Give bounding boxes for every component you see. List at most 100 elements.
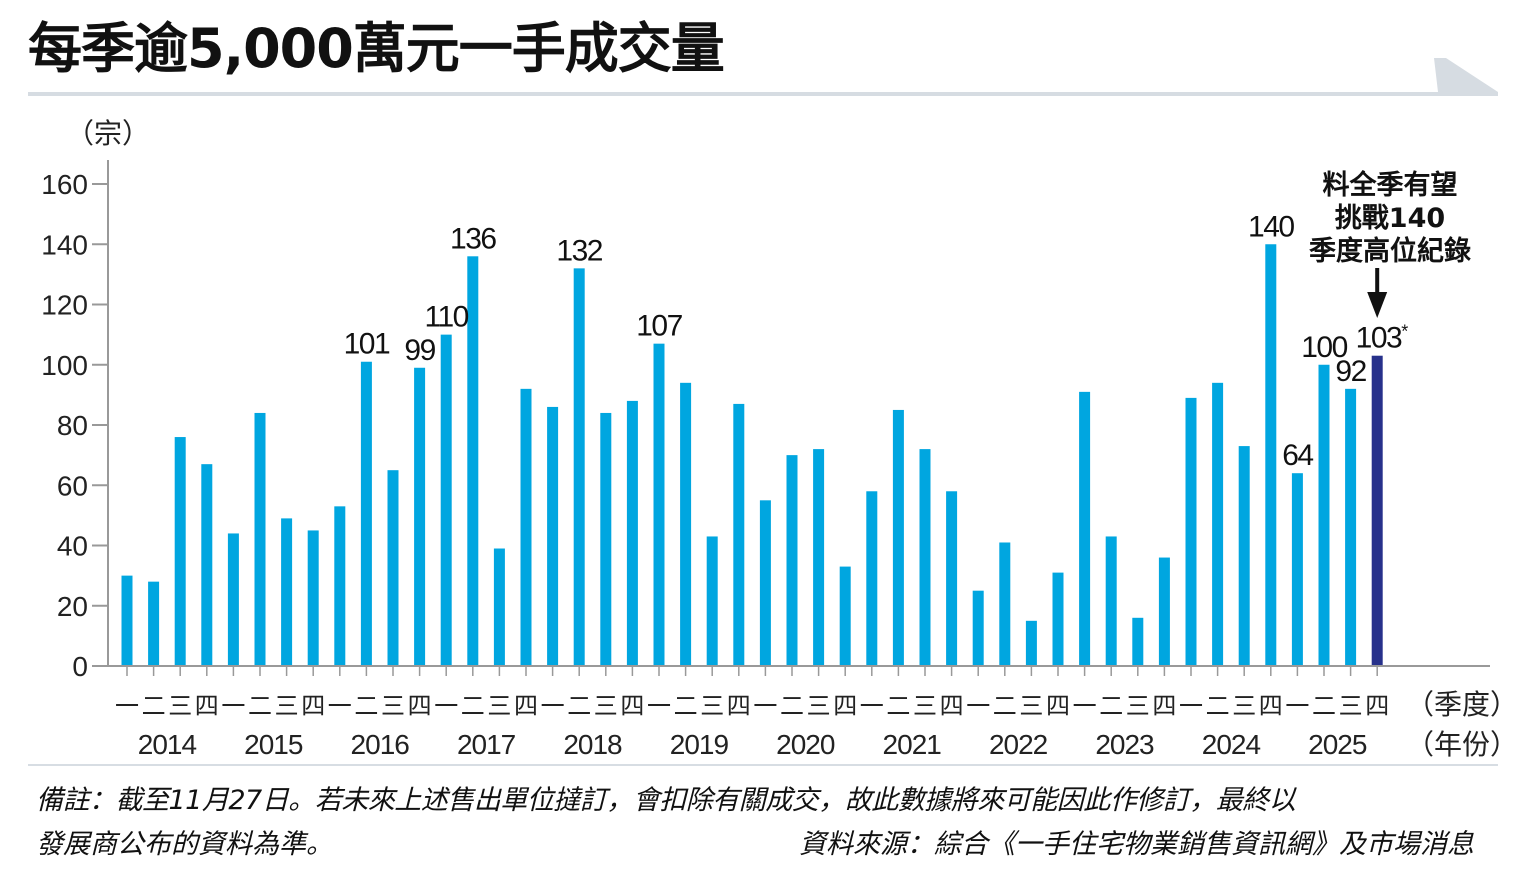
bar-2016-q4 — [414, 367, 426, 666]
quarter-label: 二 — [674, 692, 698, 720]
data-label: 101 — [344, 328, 390, 361]
bar-2019-q2 — [680, 382, 692, 666]
bar-2025-q1 — [1291, 473, 1303, 666]
quarter-label: 二 — [1099, 692, 1123, 720]
data-label: 103* — [1356, 322, 1409, 355]
quarter-label: 二 — [567, 692, 591, 720]
bar-2015-q1 — [227, 533, 239, 666]
quarter-label: 三 — [1019, 692, 1043, 720]
quarter-label: 三 — [913, 692, 937, 720]
arrow-down-icon — [1367, 292, 1388, 318]
bar-2016-q3 — [387, 470, 399, 666]
bar-2023-q4 — [1158, 557, 1170, 666]
data-label: 132 — [556, 234, 602, 267]
bar-2018-q3 — [600, 412, 612, 666]
quarter-label: 一 — [1285, 692, 1309, 720]
quarter-label: 四 — [408, 692, 432, 720]
bar-2020-q1 — [759, 500, 771, 666]
bar-2024-q4 — [1265, 244, 1277, 666]
quarter-label: 二 — [993, 692, 1017, 720]
data-label: 110 — [425, 301, 469, 334]
quarter-label: 三 — [1339, 692, 1363, 720]
bar-2014-q1 — [121, 575, 133, 666]
year-label: 2023 — [1095, 729, 1154, 760]
quarter-label: 三 — [1126, 692, 1150, 720]
bar-2023-q1 — [1079, 391, 1091, 666]
estimate-asterisk: * — [1401, 322, 1408, 342]
bar-2015-q4 — [307, 530, 319, 666]
bar-2020-q3 — [813, 449, 825, 666]
year-label: 2015 — [244, 729, 303, 760]
y-axis-unit-label: （宗） — [66, 117, 151, 150]
quarter-label: 三 — [700, 692, 724, 720]
quarter-label: 二 — [248, 692, 272, 720]
bar-2021-q2 — [892, 409, 904, 666]
x-axis-quarter-label: （季度） — [1406, 688, 1516, 721]
year-label: 2024 — [1202, 729, 1261, 760]
bar-2019-q1 — [653, 343, 665, 666]
title-bar-arrow-shape — [28, 58, 1498, 96]
y-tick-label: 60 — [57, 470, 88, 501]
x-axis: 一二三四一二三四一二三四一二三四一二三四一二三四一二三四一二三四一二三四一二三四… — [108, 665, 1490, 760]
quarter-label: 四 — [1046, 692, 1070, 720]
quarter-label: 三 — [1232, 692, 1256, 720]
year-label: 2016 — [351, 729, 410, 760]
y-tick-label: 160 — [41, 169, 88, 200]
quarter-label: 二 — [1312, 692, 1336, 720]
data-label: 99 — [404, 334, 435, 367]
quarter-label: 三 — [275, 692, 299, 720]
quarter-label: 四 — [1365, 692, 1389, 720]
quarter-label: 四 — [940, 692, 964, 720]
bar-2018-q1 — [547, 406, 559, 666]
bar-2017-q4 — [520, 388, 532, 666]
data-label: 136 — [450, 222, 496, 255]
y-axis: 0 20 40 60 80 100 120 140 160 — [41, 160, 109, 682]
bar-2022-q2 — [999, 542, 1011, 666]
bars-group — [121, 244, 1383, 666]
quarter-label: 三 — [594, 692, 618, 720]
bar-2018-q2 — [573, 268, 585, 666]
x-axis-year-label: （年份） — [1406, 728, 1516, 761]
quarter-label: 一 — [966, 692, 990, 720]
bar-2022-q4 — [1052, 572, 1064, 666]
quarter-label: 二 — [142, 692, 166, 720]
bar-2023-q2 — [1105, 536, 1117, 666]
y-tick-label: 0 — [72, 651, 88, 682]
quarter-label: 四 — [514, 692, 538, 720]
data-label: 64 — [1282, 439, 1313, 472]
year-label: 2019 — [670, 729, 729, 760]
annotation-line: 挑戰140 — [1335, 203, 1445, 234]
y-tick-label: 100 — [41, 350, 88, 381]
quarter-label: 一 — [647, 692, 671, 720]
quarter-label: 二 — [354, 692, 378, 720]
data-label: 92 — [1335, 355, 1366, 388]
quarter-label: 一 — [328, 692, 352, 720]
quarter-label: 一 — [860, 692, 884, 720]
bar-2021-q4 — [946, 491, 958, 666]
title-underline-bar — [28, 58, 1498, 96]
quarter-label: 三 — [487, 692, 511, 720]
quarter-label: 一 — [115, 692, 139, 720]
bar-2016-q2 — [360, 361, 372, 666]
quarter-label: 四 — [833, 692, 857, 720]
bar-2017-q3 — [493, 548, 505, 666]
quarter-label: 二 — [461, 692, 485, 720]
bar-2023-q3 — [1132, 617, 1144, 666]
quarter-label: 三 — [807, 692, 831, 720]
bar-2022-q3 — [1025, 620, 1037, 666]
y-tick-label: 120 — [41, 290, 88, 321]
quarter-label: 四 — [727, 692, 751, 720]
bar-2019-q4 — [733, 403, 745, 666]
annotation-line: 季度高位紀錄 — [1309, 235, 1471, 267]
quarter-label: 四 — [195, 692, 219, 720]
year-label: 2018 — [563, 729, 622, 760]
quarter-label: 一 — [1073, 692, 1097, 720]
quarter-label: 三 — [381, 692, 405, 720]
bar-2014-q4 — [201, 464, 213, 666]
data-source: 資料來源：綜合《一手住宅物業銷售資訊網》及市場消息 — [799, 829, 1474, 860]
quarter-label: 四 — [301, 692, 325, 720]
bar-2025-q4 — [1371, 355, 1383, 666]
bar-2021-q3 — [919, 449, 931, 666]
